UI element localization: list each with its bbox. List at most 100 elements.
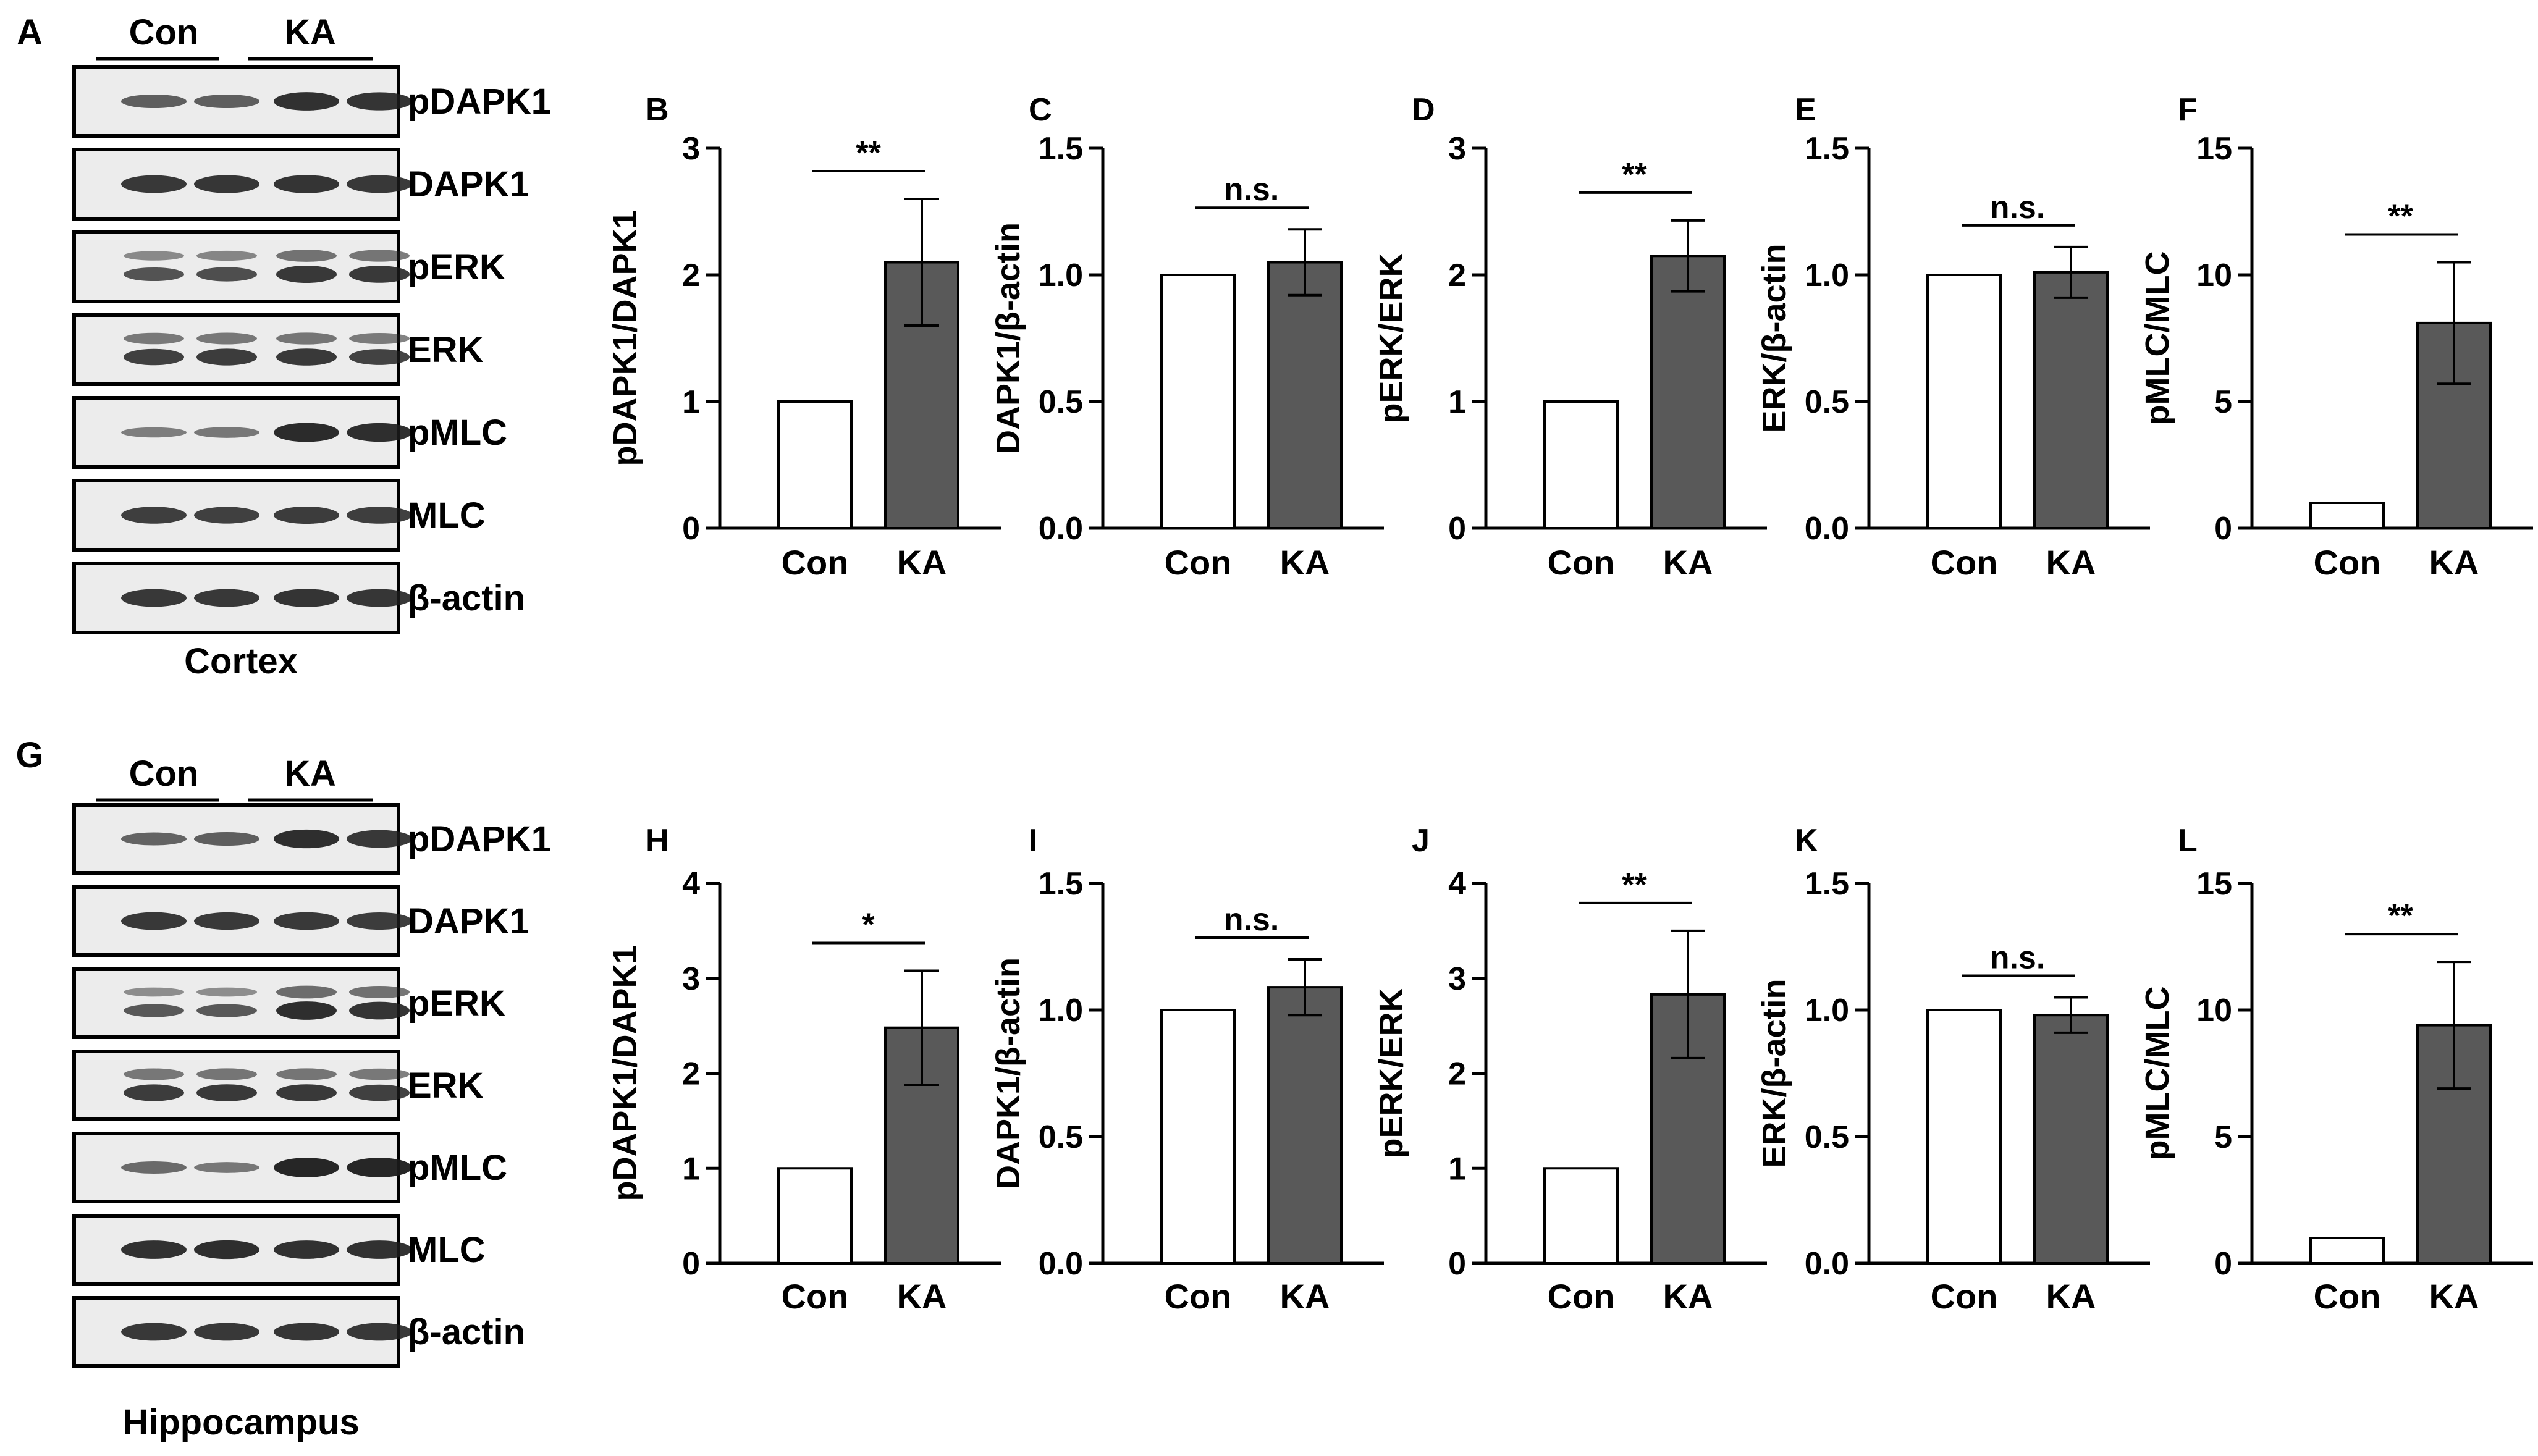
blot-row-label: MLC	[408, 1230, 486, 1270]
y-tick-label: 1.0	[1805, 258, 1849, 293]
blot-band	[274, 1240, 339, 1259]
y-tick-label: 0.5	[1039, 1119, 1083, 1155]
blot-band	[194, 427, 259, 438]
y-axis-label: pMLC/MLC	[2139, 987, 2176, 1161]
blot-row: ERK	[72, 1050, 484, 1121]
y-axis-label: ERK/β-actin	[1756, 244, 1793, 433]
blot-band	[121, 1161, 187, 1174]
significance-label: *	[862, 907, 875, 943]
blot-band-upper	[196, 332, 257, 345]
blot-band	[121, 1323, 187, 1341]
panel-letter: L	[2178, 823, 2198, 859]
blot-band	[347, 92, 412, 111]
blot-row: MLC	[72, 479, 486, 552]
y-tick-label: 1.5	[1805, 131, 1849, 167]
blot-band	[196, 1004, 257, 1017]
blot-band	[347, 423, 412, 442]
y-tick-label: 0	[1448, 511, 1466, 547]
group-label-con: Con	[129, 12, 199, 53]
blot-band	[347, 912, 412, 930]
chart-panel-c: C DAPK1/β-actin 0.0 0.5 1.0 1.5 Con KA n.s.	[990, 92, 1384, 582]
blot-band-upper	[124, 251, 184, 261]
blot-row-label: pDAPK1	[408, 82, 551, 122]
group-label-ka: KA	[284, 12, 336, 53]
panel-letter: I	[1029, 823, 1037, 859]
y-tick-label: 3	[1448, 131, 1466, 167]
chart-panel-k: K ERK/β-actin 0.0 0.5 1.0 1.5 Con KA n.s.	[1756, 823, 2150, 1316]
y-tick-label: 3	[1448, 961, 1466, 997]
significance-label: n.s.	[1224, 172, 1280, 208]
x-category-label: KA	[897, 543, 947, 582]
y-tick-label: 0	[682, 1246, 700, 1282]
x-category-label: Con	[1548, 543, 1615, 582]
panel-letter: B	[646, 92, 669, 128]
x-category-label: Con	[2314, 1277, 2381, 1316]
y-tick-label: 0	[682, 511, 700, 547]
blot-row: MLC	[72, 1214, 486, 1286]
y-tick-label: 10	[2196, 993, 2232, 1029]
blot-row-label: β-actin	[408, 1312, 525, 1352]
blot-band	[347, 830, 412, 848]
panel-letter: J	[1412, 823, 1430, 859]
y-axis-label: DAPK1/β-actin	[990, 957, 1027, 1189]
blot-row: pERK	[72, 967, 505, 1039]
y-tick-label: 2	[1448, 1056, 1466, 1092]
blot-row-label: pERK	[408, 247, 505, 287]
blot-band-upper	[349, 985, 410, 999]
y-tick-label: 0.0	[1805, 511, 1849, 547]
blot-band	[124, 1004, 184, 1017]
panel-letter: C	[1029, 92, 1052, 128]
blot-band	[121, 832, 187, 846]
x-category-label: Con	[1931, 543, 1998, 582]
x-category-label: KA	[2046, 543, 2096, 582]
blot-band-upper	[276, 1068, 337, 1080]
blot-band	[121, 1240, 187, 1259]
bar-ka	[1650, 255, 1726, 529]
y-tick-label: 0	[2214, 511, 2232, 547]
blot-band	[274, 423, 339, 442]
blot-band	[349, 349, 410, 365]
blot-band	[121, 589, 187, 607]
y-axis-label: pERK/ERK	[1373, 253, 1410, 423]
y-tick-label: 1	[682, 384, 700, 420]
chart-panel-e: E ERK/β-actin 0.0 0.5 1.0 1.5 Con KA n.s.	[1756, 92, 2150, 582]
bar-con	[1543, 400, 1619, 529]
blot-band	[347, 1323, 412, 1341]
blot-band	[274, 829, 339, 849]
x-category-label: Con	[782, 1277, 849, 1316]
y-tick-label: 0	[2214, 1246, 2232, 1282]
blot-row-label: MLC	[408, 495, 486, 536]
significance-label: **	[1622, 867, 1647, 903]
blot-section-cortex: A Con KA pDAPK1 DAPK1 pERK ERK pMLC MLC β-actin Co…	[17, 12, 551, 681]
y-tick-label: 1.0	[1039, 993, 1083, 1029]
bar-con	[1926, 274, 2002, 529]
y-axis-label: pMLC/MLC	[2139, 251, 2176, 426]
blot-band	[121, 94, 187, 109]
x-category-label: KA	[2046, 1277, 2096, 1316]
blot-band-upper	[349, 250, 410, 262]
blot-band	[194, 1162, 259, 1173]
panel-letter: D	[1412, 92, 1435, 128]
y-tick-label: 10	[2196, 258, 2232, 293]
blot-band	[124, 1084, 184, 1101]
y-tick-label: 0	[1448, 1246, 1466, 1282]
y-tick-label: 0.5	[1805, 384, 1849, 420]
x-category-label: Con	[1165, 543, 1232, 582]
y-axis-label: pDAPK1/DAPK1	[607, 945, 644, 1201]
significance-label: **	[1622, 157, 1647, 193]
significance-label: n.s.	[1224, 902, 1280, 938]
blot-band	[194, 507, 259, 524]
x-category-label: KA	[2429, 1277, 2479, 1316]
blot-row-label: DAPK1	[408, 901, 529, 941]
blot-band	[121, 912, 187, 930]
y-tick-label: 0.0	[1039, 511, 1083, 547]
blot-band	[274, 912, 339, 930]
x-category-label: Con	[1548, 1277, 1615, 1316]
bar-ka	[1267, 986, 1343, 1265]
y-tick-label: 5	[2214, 1119, 2232, 1155]
blot-frame	[72, 230, 400, 303]
blot-row-label: DAPK1	[408, 164, 529, 204]
